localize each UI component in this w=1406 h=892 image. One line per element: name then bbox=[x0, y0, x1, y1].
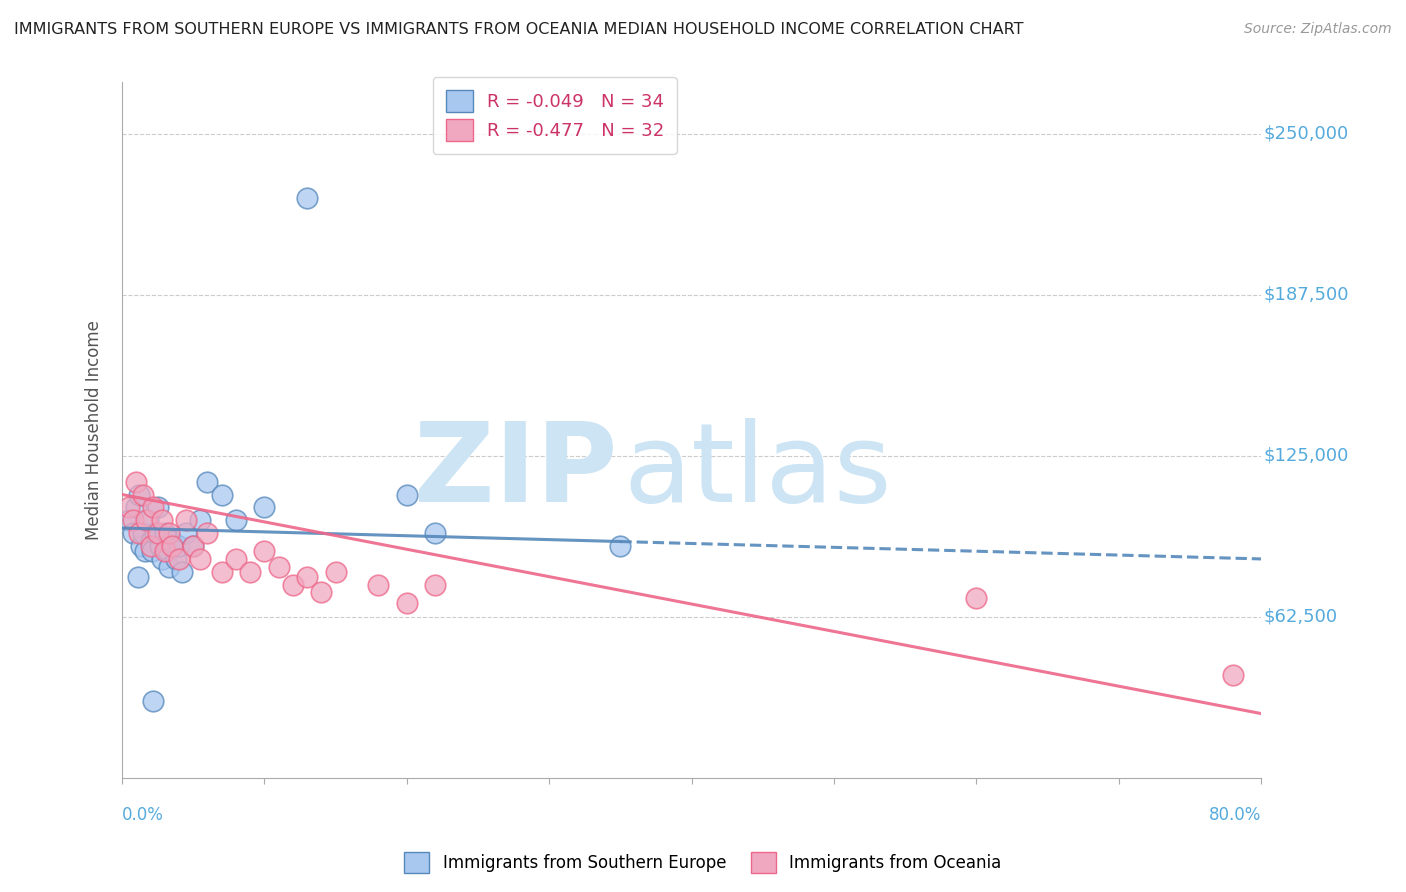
Point bbox=[174, 526, 197, 541]
Legend: R = -0.049   N = 34, R = -0.477   N = 32: R = -0.049 N = 34, R = -0.477 N = 32 bbox=[433, 78, 676, 153]
Point bbox=[167, 552, 190, 566]
Point bbox=[135, 513, 157, 527]
Point bbox=[395, 596, 418, 610]
Point bbox=[132, 487, 155, 501]
Text: IMMIGRANTS FROM SOUTHERN EUROPE VS IMMIGRANTS FROM OCEANIA MEDIAN HOUSEHOLD INCO: IMMIGRANTS FROM SOUTHERN EUROPE VS IMMIG… bbox=[14, 22, 1024, 37]
Point bbox=[253, 544, 276, 558]
Point bbox=[139, 539, 162, 553]
Point bbox=[128, 487, 150, 501]
Point bbox=[142, 500, 165, 515]
Point bbox=[197, 526, 219, 541]
Point bbox=[165, 552, 187, 566]
Point bbox=[129, 539, 152, 553]
Point bbox=[141, 544, 163, 558]
Point bbox=[190, 552, 212, 566]
Text: atlas: atlas bbox=[623, 418, 891, 525]
Legend: Immigrants from Southern Europe, Immigrants from Oceania: Immigrants from Southern Europe, Immigra… bbox=[398, 846, 1008, 880]
Point bbox=[239, 565, 262, 579]
Point bbox=[122, 526, 145, 541]
Point bbox=[167, 539, 190, 553]
Point bbox=[150, 513, 173, 527]
Point bbox=[127, 570, 149, 584]
Point bbox=[1222, 668, 1244, 682]
Point bbox=[125, 500, 148, 515]
Text: $62,500: $62,500 bbox=[1264, 608, 1337, 626]
Point bbox=[118, 500, 141, 515]
Point bbox=[136, 513, 159, 527]
Text: 80.0%: 80.0% bbox=[1209, 805, 1261, 824]
Point bbox=[128, 526, 150, 541]
Point bbox=[609, 539, 631, 553]
Point bbox=[139, 533, 162, 548]
Point bbox=[281, 578, 304, 592]
Point bbox=[325, 565, 347, 579]
Point bbox=[153, 526, 176, 541]
Point bbox=[295, 570, 318, 584]
Point bbox=[965, 591, 987, 605]
Point bbox=[181, 539, 204, 553]
Point bbox=[311, 585, 333, 599]
Point bbox=[225, 513, 247, 527]
Point bbox=[190, 513, 212, 527]
Point bbox=[142, 694, 165, 708]
Text: $250,000: $250,000 bbox=[1264, 125, 1348, 143]
Point bbox=[157, 526, 180, 541]
Point bbox=[132, 526, 155, 541]
Point bbox=[146, 526, 169, 541]
Point bbox=[146, 500, 169, 515]
Point bbox=[395, 487, 418, 501]
Text: 0.0%: 0.0% bbox=[122, 805, 165, 824]
Point bbox=[122, 513, 145, 527]
Text: $125,000: $125,000 bbox=[1264, 447, 1348, 465]
Point bbox=[253, 500, 276, 515]
Point bbox=[295, 191, 318, 205]
Point bbox=[160, 539, 183, 553]
Point bbox=[149, 539, 172, 553]
Point bbox=[367, 578, 389, 592]
Y-axis label: Median Household Income: Median Household Income bbox=[86, 320, 103, 540]
Point bbox=[170, 565, 193, 579]
Point bbox=[150, 552, 173, 566]
Point bbox=[125, 475, 148, 489]
Point bbox=[156, 544, 179, 558]
Point bbox=[425, 526, 447, 541]
Point bbox=[197, 475, 219, 489]
Point bbox=[181, 539, 204, 553]
Point bbox=[174, 513, 197, 527]
Point bbox=[134, 544, 156, 558]
Text: $187,500: $187,500 bbox=[1264, 285, 1348, 304]
Point bbox=[143, 526, 166, 541]
Point bbox=[160, 533, 183, 548]
Text: ZIP: ZIP bbox=[415, 418, 617, 525]
Point bbox=[118, 513, 141, 527]
Point bbox=[157, 559, 180, 574]
Point bbox=[211, 487, 233, 501]
Point bbox=[425, 578, 447, 592]
Text: Source: ZipAtlas.com: Source: ZipAtlas.com bbox=[1244, 22, 1392, 37]
Point bbox=[225, 552, 247, 566]
Point bbox=[153, 544, 176, 558]
Point bbox=[211, 565, 233, 579]
Point bbox=[267, 559, 290, 574]
